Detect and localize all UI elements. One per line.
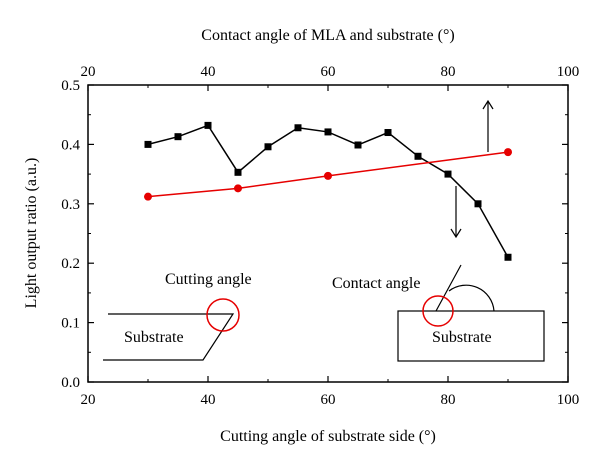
x2-tick-label: 20 bbox=[81, 64, 96, 80]
data-point bbox=[294, 124, 302, 132]
y-axis-label: Light output ratio (a.u.) bbox=[23, 158, 40, 309]
data-point bbox=[504, 253, 512, 261]
data-point bbox=[264, 143, 272, 151]
data-point bbox=[444, 170, 452, 178]
data-point bbox=[234, 184, 242, 193]
tick-labels: 20 20 40 40 60 60 80 80 100 100 0.0 0.1 0.2 0.3 0.4 0.5 bbox=[61, 64, 579, 408]
data-point bbox=[384, 129, 392, 137]
ticks bbox=[87, 84, 569, 383]
data-point bbox=[474, 200, 482, 208]
contact-angle-diagram: Contact angle Substrate bbox=[332, 264, 545, 362]
data-point bbox=[204, 121, 212, 129]
cutting-angle-circle bbox=[206, 298, 240, 332]
y-tick-label: 0.4 bbox=[61, 137, 80, 153]
x-tick-label: 60 bbox=[321, 392, 336, 408]
series-line bbox=[147, 151, 509, 198]
y-tick-label: 0.2 bbox=[61, 256, 80, 272]
substrate-left-outline bbox=[103, 313, 235, 361]
x2-axis-label: Contact angle of MLA and substrate (°) bbox=[201, 27, 454, 44]
x2-tick-label: 100 bbox=[557, 64, 580, 80]
data-point bbox=[174, 133, 182, 141]
series-bottom-axis bbox=[144, 148, 512, 201]
substrate-right-label: Substrate bbox=[432, 329, 492, 346]
substrate-left-label: Substrate bbox=[124, 329, 184, 346]
arrow-to-top-axis bbox=[482, 99, 494, 152]
y-tick-label: 0.0 bbox=[61, 375, 80, 391]
contact-angle-circle bbox=[422, 295, 454, 327]
x-tick-label: 100 bbox=[557, 392, 580, 408]
series-top-axis bbox=[144, 121, 512, 261]
contact-angle-arc bbox=[448, 284, 495, 312]
y-tick-label: 0.3 bbox=[61, 197, 80, 213]
x-tick-label: 20 bbox=[81, 392, 96, 408]
arrow-to-bottom-axis bbox=[450, 186, 462, 239]
y-tick-label: 0.5 bbox=[61, 78, 80, 94]
x2-tick-label: 40 bbox=[201, 64, 216, 80]
data-point bbox=[324, 171, 332, 180]
x2-tick-label: 60 bbox=[321, 64, 336, 80]
series-layer bbox=[144, 121, 512, 261]
y-tick-label: 0.1 bbox=[61, 316, 80, 332]
x-tick-label: 40 bbox=[201, 392, 216, 408]
data-point bbox=[504, 148, 512, 157]
data-point bbox=[144, 192, 152, 201]
data-point bbox=[414, 152, 422, 160]
data-point bbox=[354, 141, 362, 149]
substrate-right-box bbox=[397, 310, 545, 362]
cutting-angle-diagram: Cutting angle Substrate bbox=[103, 271, 252, 361]
x-axis-label: Cutting angle of substrate side (°) bbox=[220, 428, 436, 445]
contact-angle-label: Contact angle bbox=[332, 275, 420, 292]
data-point bbox=[144, 140, 152, 148]
contact-angle-line bbox=[435, 264, 462, 312]
data-point bbox=[324, 128, 332, 136]
cutting-angle-label: Cutting angle bbox=[165, 271, 252, 288]
data-point bbox=[234, 168, 242, 176]
x-tick-label: 80 bbox=[441, 392, 456, 408]
x2-tick-label: 80 bbox=[441, 64, 456, 80]
